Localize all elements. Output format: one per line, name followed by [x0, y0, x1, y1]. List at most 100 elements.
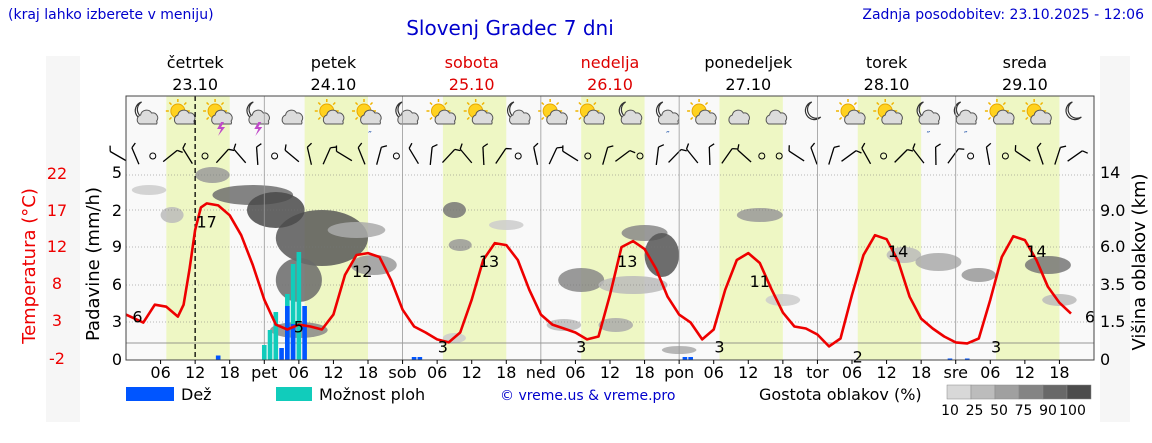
wind-barb-flag: [256, 143, 262, 148]
sun-ray: [704, 101, 709, 106]
wind-calm-marker: [584, 152, 592, 160]
wind-barb-shaft: [737, 149, 752, 163]
cloud-shape: [360, 109, 382, 125]
cloud-shape: [620, 109, 643, 125]
drizzle-marks: ″: [927, 130, 931, 141]
cloud-density-blob: [765, 294, 801, 306]
wind-barb-shaft: [686, 148, 699, 164]
wind-barb-shaft: [912, 148, 925, 164]
wind-barb: [912, 143, 925, 164]
wind-barb: [322, 146, 337, 165]
temperature-axis-tick: 8: [52, 274, 62, 293]
credit-link[interactable]: © vreme.us & vreme.pro: [500, 388, 676, 404]
wind-barb-shaft: [828, 147, 835, 165]
wind-calm-marker: [271, 152, 279, 160]
cloud-shape: [881, 109, 903, 125]
wind-barb-flag: [505, 147, 512, 150]
drizzle-marks: ″: [368, 130, 372, 141]
cloud-density-blob: [598, 318, 634, 332]
x-tick-label: 12: [323, 363, 343, 382]
wind-barb-flag: [912, 143, 916, 150]
precip-axis-tick: 2: [112, 201, 122, 220]
x-tick-label: pon: [664, 363, 694, 382]
wind-barb: [1054, 145, 1067, 165]
cloud-density-blob: [246, 192, 305, 228]
wind-barb-shaft: [1054, 147, 1061, 165]
rain-bar: [302, 306, 307, 360]
moon-shape: [804, 101, 822, 121]
left-axis-background: [46, 56, 80, 422]
sun-cloud-lightning-icon: [203, 99, 233, 136]
wind-barb: [548, 146, 563, 165]
precip-axis-tick: 3: [112, 312, 122, 331]
wind-barb-flag: [810, 142, 816, 148]
wind-barb: [482, 143, 489, 166]
sun-ray: [876, 116, 880, 121]
wind-barb-flag: [454, 148, 461, 152]
sun-ray: [690, 101, 694, 106]
sun-ray: [220, 101, 225, 106]
wind-barb-flag: [685, 143, 690, 150]
cloud-density-tick: 100: [1059, 403, 1086, 419]
sun-ray: [541, 116, 545, 121]
cloud-density-swatch: [994, 384, 1020, 400]
day-name-label: sreda: [1003, 53, 1047, 72]
cloud-shape: [765, 109, 788, 125]
wind-barb-flag: [861, 142, 866, 149]
wind-barb-shaft: [1067, 150, 1083, 162]
wind-barb-flag: [958, 148, 965, 150]
x-tick-label: 18: [220, 363, 240, 382]
wind-barb: [708, 143, 715, 166]
wind-barb-shaft: [1036, 147, 1044, 165]
x-tick-label: 18: [634, 363, 654, 382]
shower-bar: [261, 345, 267, 360]
wind-barb-flag: [131, 142, 136, 149]
x-tick-label: 12: [185, 363, 205, 382]
temperature-axis-tick: 3: [52, 311, 62, 330]
x-tick-label: 06: [980, 363, 1000, 382]
shower-legend-swatch: [276, 387, 312, 401]
wind-barb: [947, 148, 965, 164]
cloud-shape: [173, 109, 196, 125]
axes: 06 12 18 pet 06 12 18 sob 06 12 18 ned 06 12 18 pon 06 12…: [19, 95, 1150, 382]
x-tick-label: 12: [600, 363, 620, 382]
wind-barb-flag: [233, 143, 237, 150]
wind-barb-shaft: [788, 150, 805, 162]
temperature-value-label: 14: [1026, 242, 1046, 261]
sun-ray: [429, 116, 433, 121]
x-tick-label: 06: [842, 363, 862, 382]
sun-cloud-drizzle-icon: ″: [352, 99, 382, 141]
sun-ray: [444, 101, 448, 106]
sun-cloud-icon: [1022, 99, 1052, 125]
wind-barb: [1067, 150, 1088, 162]
cloud-icon: [765, 109, 788, 125]
wind-calm-marker: [880, 152, 888, 160]
temperature-axis-tick: 12: [47, 237, 67, 256]
precip-axis-tick: 5: [112, 163, 122, 182]
day-date-label: 25.10: [449, 75, 495, 94]
temperature-axis-label: Temperatura (°C): [19, 188, 40, 345]
rain-bar: [688, 357, 693, 360]
wind-barb-shaft: [861, 147, 872, 165]
x-tick-label: sob: [388, 363, 416, 382]
sun-ray: [354, 116, 359, 121]
cloud-density-blob: [1042, 294, 1077, 306]
wind-barb-shaft: [841, 150, 857, 162]
day-date-label: 24.10: [311, 75, 357, 94]
shower-bar: [267, 330, 273, 360]
rain-legend-swatch: [126, 387, 174, 401]
day-date-label: 28.10: [864, 75, 910, 94]
cloud-shape: [546, 109, 568, 125]
wind-barb: [685, 143, 699, 164]
sun-cloud-icon: [873, 99, 903, 125]
sun-ray: [481, 101, 485, 106]
sun-ray: [1002, 101, 1006, 106]
wind-barb-flag: [907, 149, 914, 152]
wind-barb-flag: [1060, 145, 1067, 149]
wind-barb-shaft: [495, 148, 507, 164]
wind-barb-shaft: [655, 146, 660, 166]
wind-calm-marker: [636, 152, 644, 160]
wind-barb-shaft: [109, 150, 127, 162]
wind-calm-marker: [149, 152, 157, 160]
rain-bar: [417, 357, 423, 360]
